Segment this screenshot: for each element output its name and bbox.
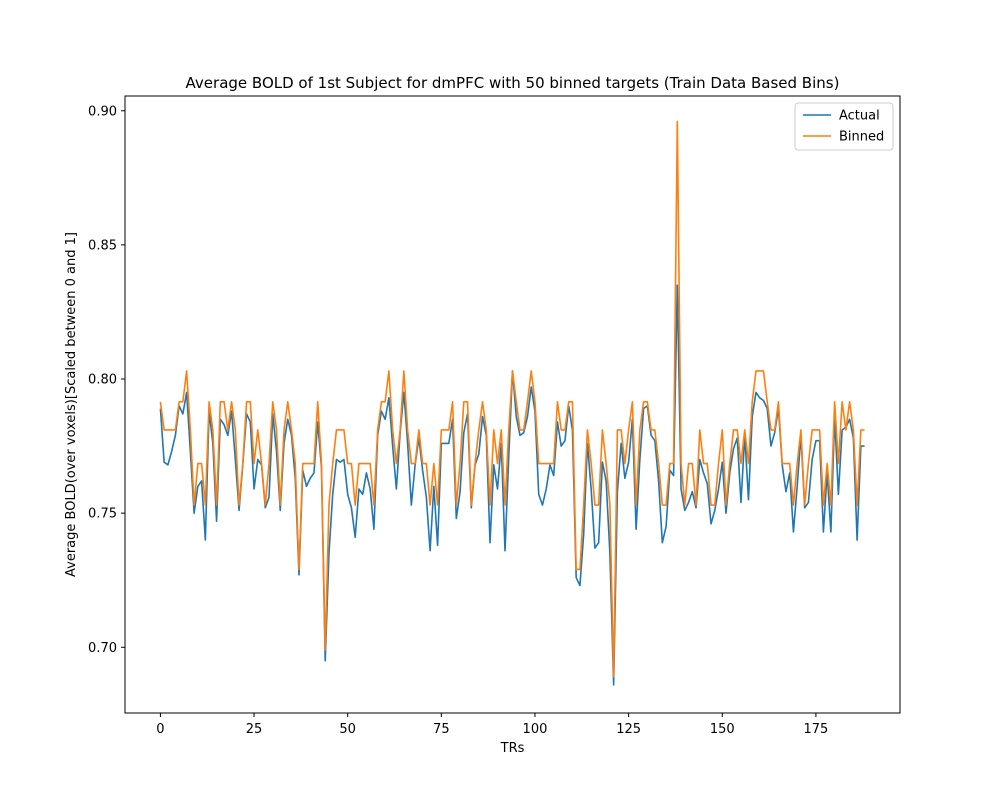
x-tick-label: 150 — [710, 722, 735, 737]
series-layer — [159, 120, 865, 686]
plot-frame — [124, 95, 901, 714]
y-tick-label: 0.75 — [88, 507, 117, 522]
x-tick-label: 50 — [339, 722, 356, 737]
y-tick-label: 0.70 — [88, 641, 117, 656]
chart-title: Average BOLD of 1st Subject for dmPFC wi… — [186, 74, 840, 92]
y-axis: 0.70 0.75 0.80 0.85 0.90 — [88, 104, 125, 656]
x-axis-label: TRs — [500, 741, 525, 756]
x-axis: 0 25 50 75 100 125 150 175 — [156, 713, 828, 737]
y-tick-label: 0.80 — [88, 373, 117, 388]
x-tick-label: 125 — [616, 722, 641, 737]
x-tick-label: 100 — [523, 722, 548, 737]
y-tick-label: 0.85 — [88, 238, 117, 253]
legend-label-actual: Actual — [839, 109, 880, 124]
x-tick-label: 0 — [156, 722, 164, 737]
legend-label-binned: Binned — [839, 130, 884, 145]
x-tick-label: 75 — [433, 722, 450, 737]
y-tick-label: 0.90 — [88, 104, 117, 119]
y-axis-label: Average BOLD(over voxels)[Scaled between… — [64, 232, 79, 577]
legend: Actual Binned — [794, 102, 894, 151]
series-line-binned — [159, 120, 865, 678]
x-tick-label: 25 — [246, 722, 263, 737]
x-tick-label: 175 — [803, 722, 828, 737]
